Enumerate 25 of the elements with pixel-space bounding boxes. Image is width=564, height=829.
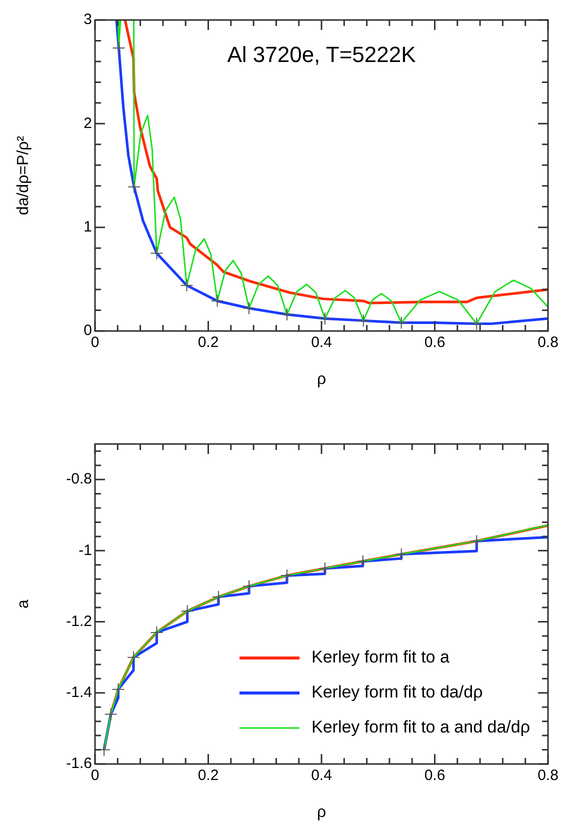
y-tick-label: -0.8 bbox=[66, 470, 92, 488]
x-tick-label: 0.6 bbox=[424, 767, 446, 784]
y-tick-label: -1.2 bbox=[66, 612, 92, 630]
x-tick-label: 0.4 bbox=[311, 767, 332, 784]
x-axis-title: ρ bbox=[316, 804, 326, 821]
y-tick-label: 2 bbox=[84, 114, 92, 132]
x-tick-label: 0.4 bbox=[311, 334, 332, 352]
legend-label: Kerley form fit to a and da/dρ bbox=[312, 718, 530, 737]
x-tick-label: 0.8 bbox=[538, 334, 558, 352]
legend-label: Kerley form fit to a bbox=[312, 648, 450, 667]
x-axis-title: ρ bbox=[316, 370, 326, 388]
y-tick-label: -1 bbox=[78, 542, 92, 559]
y-tick-label: 1 bbox=[84, 218, 92, 236]
y-tick-label: -1.4 bbox=[66, 684, 92, 702]
annotation: Al 3720e, T=5222K bbox=[227, 42, 416, 68]
y-tick-label: 3 bbox=[84, 11, 92, 28]
x-tick-label: 0.8 bbox=[538, 767, 558, 784]
x-tick-label: 0.2 bbox=[198, 334, 219, 352]
y-axis-title: a bbox=[15, 599, 32, 608]
x-tick-label: 0.6 bbox=[424, 334, 446, 352]
y-tick-label: 0 bbox=[84, 322, 92, 340]
y-tick-label: -1.6 bbox=[66, 755, 92, 772]
y-axis-title: da/dρ=P/ρ² bbox=[15, 135, 32, 216]
x-tick-label: 0.2 bbox=[198, 767, 219, 784]
legend-label: Kerley form fit to da/dρ bbox=[312, 682, 483, 702]
